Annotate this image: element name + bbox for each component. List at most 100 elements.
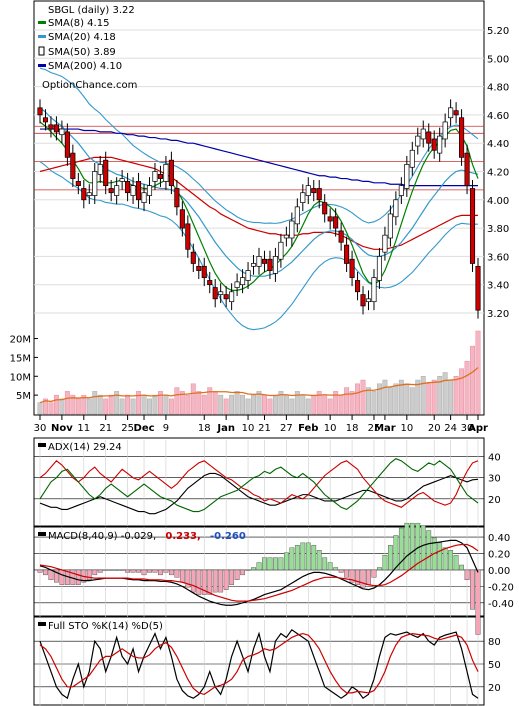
macd-histogram-bar (234, 569, 240, 581)
macd-histogram-bar (459, 564, 464, 571)
volume-bar (316, 391, 322, 415)
candle-body (125, 181, 131, 194)
macd-histogram-bar (119, 569, 125, 571)
price-tick-label: 4.20 (487, 168, 509, 179)
candle-body (234, 281, 240, 288)
price-tick-label: 5.20 (487, 26, 509, 37)
volume-bar (70, 394, 76, 415)
macd-label: MACD(8,40,9) -0.029, (48, 531, 156, 542)
candle-body (431, 138, 437, 151)
candle-body (256, 256, 262, 267)
candle-body (103, 159, 109, 186)
indicator-tick-label: 0.00 (488, 566, 510, 577)
candle-body (37, 107, 43, 116)
macd-histogram-bar (464, 569, 470, 581)
volume-bar (283, 394, 289, 415)
date-tick-label: Feb (298, 423, 318, 434)
macd-histogram-bar (130, 569, 136, 573)
macd-histogram-bar (212, 569, 218, 593)
date-tick-label: 11 (77, 423, 90, 434)
macd-histogram-bar (294, 545, 300, 571)
candle-body (459, 117, 465, 158)
volume-bar (420, 376, 426, 415)
volume-bar (470, 345, 475, 415)
macd-histogram-bar (223, 569, 229, 590)
legend-swatch-sma8 (38, 21, 46, 24)
volume-bar (147, 398, 152, 415)
volume-bar (426, 383, 432, 415)
macd-histogram-bar (179, 569, 185, 583)
macd-histogram-bar (114, 569, 120, 571)
candle-body (196, 265, 202, 271)
volume-bar (53, 394, 59, 415)
legend-sma20: SMA(20) 4.18 (48, 32, 116, 43)
macd-histogram-bar (75, 569, 81, 585)
candle-body (141, 192, 147, 203)
macd-histogram-bar (448, 550, 454, 571)
macd-histogram-bar (103, 569, 109, 571)
adx-line (39, 472, 479, 515)
volume-tick-label: 15M (10, 353, 31, 364)
volume-tick-label: 10M (10, 372, 31, 383)
price-panel-frame (33, 0, 485, 416)
volume-bar (360, 379, 366, 415)
candle-body (442, 121, 448, 140)
candle-body (157, 173, 164, 179)
macd-histogram-bar (108, 569, 114, 571)
volume-bar (152, 394, 158, 415)
candle-body (469, 188, 476, 264)
candle-body (42, 117, 49, 123)
candle-body (261, 258, 268, 264)
candle-body (464, 152, 470, 186)
volume-bar (81, 394, 87, 415)
volume-bar (409, 387, 415, 415)
volume-bar (108, 394, 114, 415)
macd-histogram-bar (86, 569, 92, 581)
macd-histogram-bar (393, 535, 399, 571)
adx-panel-title: ADX(14) 29.24 (48, 442, 122, 453)
volume-bar (294, 391, 300, 415)
candle-body (212, 287, 218, 300)
macd-histogram-bar (420, 525, 426, 571)
date-tick-label: 10 (242, 423, 255, 434)
candle-body (223, 294, 229, 300)
macd-histogram-bar (475, 569, 481, 635)
price-tick-label: 3.80 (487, 224, 509, 235)
candle-body (398, 185, 404, 196)
macd-histogram-bar (404, 522, 410, 571)
candle-body (163, 164, 169, 182)
volume-bar (278, 391, 284, 415)
macd-histogram-bar (251, 567, 256, 571)
macd-histogram-bar (426, 530, 432, 571)
macd-histogram-bar (256, 562, 262, 571)
volume-bar (37, 402, 43, 415)
candle-body (119, 178, 125, 182)
candle-body (294, 206, 300, 225)
indicator-tick-label: 80 (488, 637, 501, 648)
date-tick-label: 24 (444, 423, 457, 434)
date-tick-label: Nov (51, 423, 73, 434)
macd-histogram-bar (338, 569, 344, 573)
macd-histogram-bar (322, 557, 328, 571)
volume-bar (393, 383, 399, 415)
sma50-line (39, 156, 478, 250)
candle-body (300, 192, 306, 203)
lower-band-line (39, 161, 479, 331)
volume-bar (464, 360, 470, 415)
date-tick-label: 18 (346, 423, 359, 434)
volume-bar (311, 394, 317, 415)
indicator-tick-label: 50 (488, 660, 501, 671)
date-tick-label: 20 (428, 423, 441, 434)
volume-bar (415, 379, 421, 415)
candle-body (70, 152, 76, 179)
volume-bar (218, 394, 224, 415)
volume-bar (371, 391, 377, 415)
candle-body (267, 258, 273, 271)
sto-d-line (39, 632, 479, 696)
volume-bar (201, 394, 207, 415)
adx-legend-swatch (38, 443, 46, 447)
volume-bar (97, 394, 103, 415)
volume-bar (163, 394, 169, 415)
candle-body (53, 124, 59, 133)
